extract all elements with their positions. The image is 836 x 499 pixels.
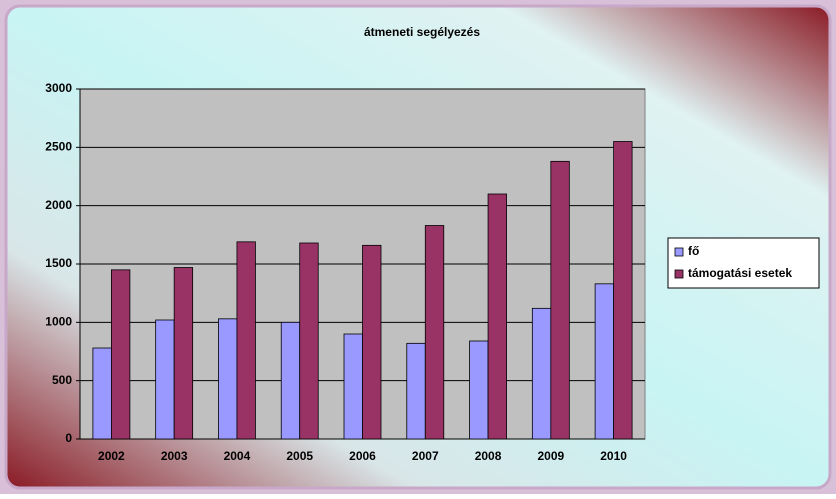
legend-label: fő — [688, 244, 699, 258]
x-tick-label: 2007 — [412, 449, 439, 463]
x-tick-label: 2010 — [600, 449, 627, 463]
y-tick-label: 500 — [52, 373, 72, 387]
bar — [92, 347, 112, 440]
bar — [406, 342, 426, 440]
legend-swatch — [674, 247, 684, 257]
x-tick-label: 2005 — [286, 449, 313, 463]
bar — [550, 160, 570, 440]
bar — [236, 241, 256, 440]
legend — [667, 237, 820, 289]
chart-title: átmeneti segélyezés — [364, 25, 480, 39]
bar — [299, 242, 319, 440]
bar — [218, 318, 238, 440]
x-tick-label: 2009 — [537, 449, 564, 463]
bar — [487, 193, 507, 440]
bar — [613, 141, 633, 440]
bar — [155, 319, 175, 440]
bar — [362, 244, 382, 440]
bar — [280, 321, 301, 440]
bar — [531, 307, 552, 440]
y-tick-label: 3000 — [45, 81, 72, 95]
bar — [469, 340, 489, 440]
y-tick-label: 2500 — [45, 140, 72, 154]
y-tick-label: 1000 — [45, 315, 72, 329]
y-tick-label: 2000 — [45, 198, 72, 212]
x-tick-label: 2006 — [349, 449, 376, 463]
x-tick-label: 2008 — [475, 449, 502, 463]
x-tick-label: 2002 — [98, 449, 125, 463]
legend-label: támogatási esetek — [688, 266, 792, 280]
y-tick-label: 0 — [65, 431, 72, 445]
x-tick-label: 2004 — [224, 449, 251, 463]
bar — [110, 269, 131, 440]
x-tick-label: 2003 — [161, 449, 188, 463]
bar — [173, 267, 194, 440]
bar — [343, 333, 363, 440]
legend-swatch — [674, 269, 684, 279]
bar — [424, 225, 445, 440]
bar — [594, 283, 615, 440]
y-tick-label: 1500 — [45, 256, 72, 270]
